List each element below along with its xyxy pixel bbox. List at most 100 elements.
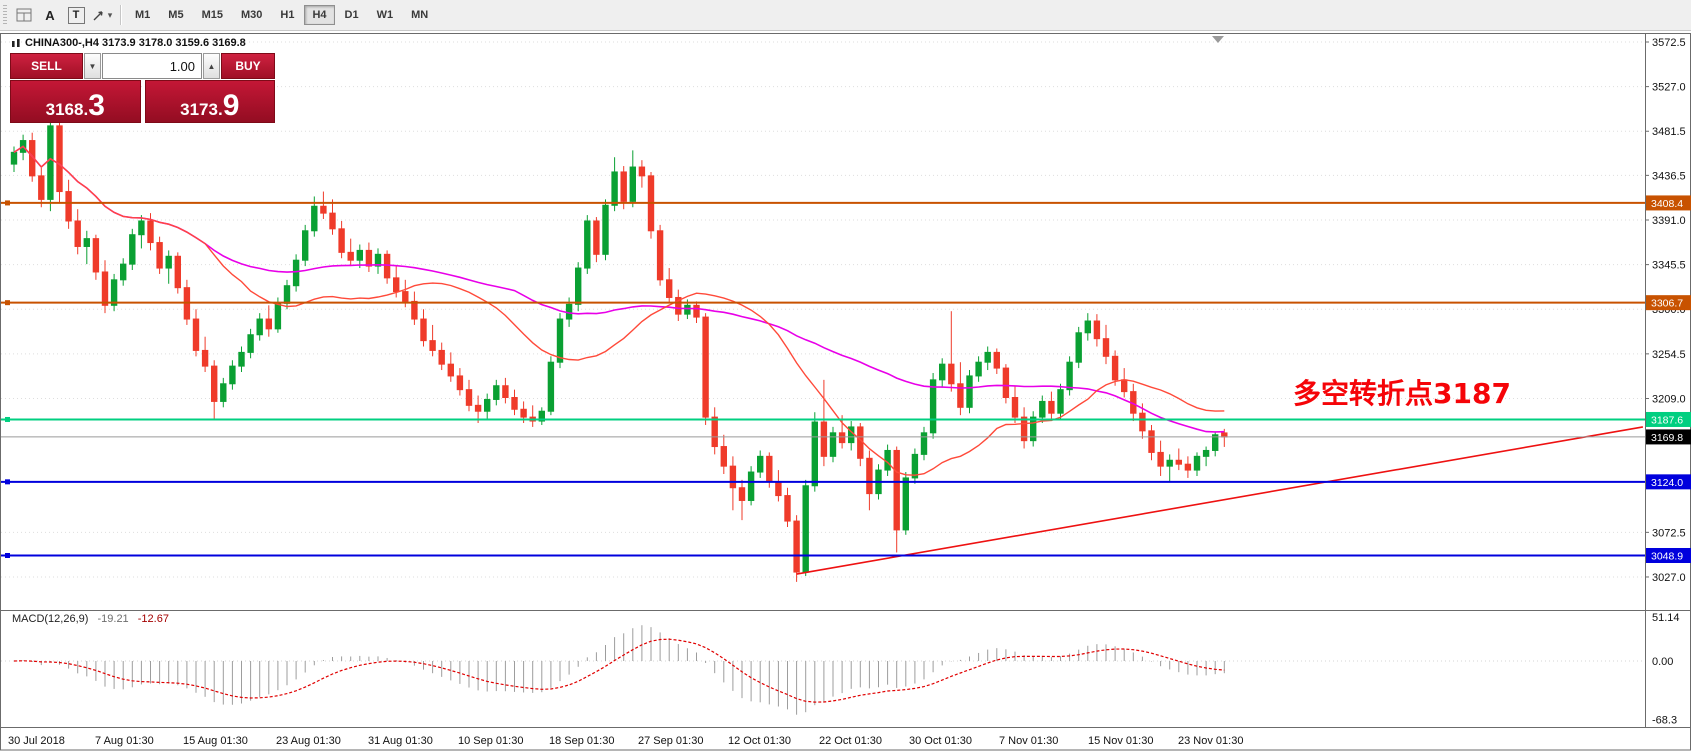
timeframe-D1[interactable]: D1 [337,5,367,25]
time-tick-label: 7 Nov 01:30 [999,735,1058,747]
time-tick-label: 30 Oct 01:30 [909,735,972,747]
timeframe-W1[interactable]: W1 [369,5,402,25]
arrow-tool-label: A [45,7,55,23]
current-price-label: 3169.8 [1651,432,1683,444]
macd-main-value: -19.21 [97,613,129,625]
sell-price-big-digit: 3 [88,88,105,122]
buy-price-display[interactable]: 3173. 9 [144,80,275,123]
ma-slow-line [13,145,1225,433]
price-tick-label: 3572.5 [1652,37,1686,49]
resistance-line-anchor[interactable] [5,300,10,306]
chevron-down-icon: ▾ [107,9,113,20]
time-tick-label: 27 Sep 01:30 [638,735,703,747]
buy-price-base: 3173 [180,100,218,119]
price-tick-label: 3254.5 [1652,349,1686,361]
chevron-up-icon: ▲ [207,61,216,71]
macd-axis-label: 0.00 [1652,656,1673,668]
time-tick-label: 31 Aug 01:30 [368,735,433,747]
price-badge-label: 3408.4 [1651,198,1683,210]
time-tick-label: 15 Aug 01:30 [183,735,248,747]
time-tick-label: 10 Sep 01:30 [458,735,523,747]
sell-button[interactable]: SELL [10,53,83,79]
one-click-trading-panel: SELL ▼ ▲ BUY 3168.3 3173.9 [10,53,275,123]
sell-price-base: 3168 [45,100,84,119]
support-line-anchor[interactable] [5,552,10,558]
toolbar: A T ▾ M1 M5 M15 M30 H1 H4 D1 W1 MN [0,0,1691,31]
tile-windows-icon[interactable] [12,3,36,27]
price-tick-label: 3345.5 [1652,260,1686,272]
price-badge-label: 3048.9 [1651,550,1683,562]
price-tick-label: 3391.0 [1652,215,1686,227]
support-line-anchor[interactable] [5,479,10,485]
volume-increase-button[interactable]: ▲ [203,53,220,79]
macd-histogram [22,625,1225,715]
macd-axis-label: 51.14 [1652,612,1680,624]
trendline[interactable] [796,426,1644,575]
time-tick-label: 7 Aug 01:30 [95,735,154,747]
timeframe-M5[interactable]: M5 [160,5,191,25]
time-axis[interactable]: 30 Jul 2018 7 Aug 01:30 15 Aug 01:30 23 Aug… [8,735,1243,747]
time-tick-label: 15 Nov 01:30 [1088,735,1153,747]
price-badge-label: 3306.7 [1651,298,1683,310]
price-tick-label: 3072.5 [1652,527,1686,539]
toolbar-separator [120,5,121,25]
price-tick-label: 3436.5 [1652,170,1686,182]
arrow-tool-button[interactable]: A [38,3,62,27]
timeframe-MN[interactable]: MN [403,5,436,25]
price-tick-label: 3481.5 [1652,126,1686,138]
time-tick-label: 23 Nov 01:30 [1178,735,1243,747]
macd-indicator-label: MACD(12,26,9) -19.21 -12.67 [12,613,169,625]
buy-button[interactable]: BUY [221,53,275,79]
timeframe-M15[interactable]: M15 [194,5,231,25]
time-tick-label: 30 Jul 2018 [8,735,65,747]
timeframe-H4[interactable]: H4 [304,5,335,25]
price-badge-label: 3187.6 [1651,414,1683,426]
toolbar-grip[interactable] [3,5,7,25]
price-tick-label: 3027.0 [1652,572,1686,584]
price-axis[interactable]: 3572.53527.03481.53436.53391.03345.53300… [1645,37,1691,727]
text-tool-button[interactable]: T [64,3,88,27]
volume-dropdown-button[interactable]: ▼ [84,53,101,79]
draw-tools-icon [93,11,103,21]
text-tool-icon: T [67,6,85,24]
candlesticks [10,120,1228,582]
sell-price-display[interactable]: 3168. 3 [10,80,141,123]
chart-icon [12,39,20,47]
chart-shift-marker[interactable] [1212,36,1224,43]
price-badge [1646,474,1691,490]
price-tick-label: 3527.0 [1652,82,1686,94]
time-tick-label: 18 Sep 01:30 [549,735,614,747]
chart-title-text: CHINA300-,H4 3173.9 3178.0 3159.6 3169.8 [25,37,246,49]
macd-name: MACD(12,26,9) [12,613,89,625]
pivot-line-anchor[interactable] [5,416,10,422]
timeframe-H1[interactable]: H1 [272,5,302,25]
macd-signal-value: -12.67 [137,613,169,625]
price-badge [1646,295,1691,311]
buy-price-big-digit: 9 [222,88,240,122]
volume-input[interactable] [102,53,202,79]
price-tick-label: 3209.0 [1652,393,1686,405]
timeframe-M1[interactable]: M1 [127,5,158,25]
time-tick-label: 23 Aug 01:30 [276,735,341,747]
timeframe-M30[interactable]: M30 [233,5,270,25]
time-tick-label: 12 Oct 01:30 [728,735,791,747]
draw-tools-button[interactable]: ▾ [90,3,114,27]
price-badge-label: 3124.0 [1651,477,1683,489]
ma-fast-line [13,145,1225,476]
tile-windows-glyph [16,8,32,22]
timeframe-toolbar: M1 M5 M15 M30 H1 H4 D1 W1 MN [126,5,437,25]
macd-signal-line [13,638,1225,703]
price-badge [1646,411,1691,427]
chevron-down-icon: ▼ [88,61,97,71]
price-badge [1646,547,1691,563]
resistance-line-anchor[interactable] [5,200,10,206]
sell-price-dot: . [83,100,89,119]
buy-price-dot: . [217,100,223,119]
chart-title: CHINA300-,H4 3173.9 3178.0 3159.6 3169.8 [11,37,246,49]
macd-axis-label: -68.3 [1652,715,1677,727]
current-price-badge [1646,429,1691,445]
price-badge [1646,195,1691,211]
time-tick-label: 22 Oct 01:30 [819,735,882,747]
